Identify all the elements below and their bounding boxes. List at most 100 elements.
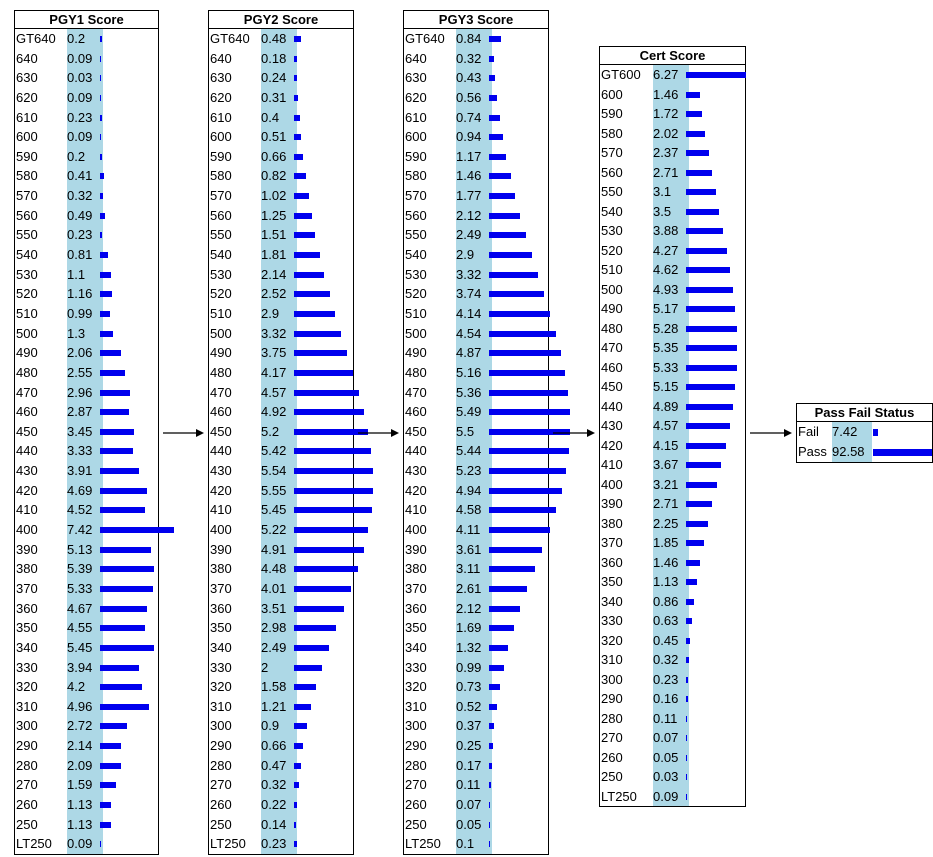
state-label: 460	[210, 404, 232, 420]
state-value: 0.47	[261, 757, 287, 773]
state-value: 3.61	[456, 541, 482, 557]
state-value: 0.32	[456, 50, 482, 66]
state-value: 4.54	[456, 325, 482, 341]
state-row: 440 3.33	[15, 441, 158, 461]
state-value: 0.14	[261, 816, 287, 832]
state-value: 5.23	[456, 463, 482, 479]
state-label: 400	[601, 476, 623, 492]
probability-bar	[294, 644, 329, 651]
state-row: 500 4.93	[600, 280, 745, 300]
node-pgy2-score[interactable]: PGY2 Score GT640 0.48 640 0.18 630 0.24 620 0.3…	[208, 10, 373, 855]
probability-bar	[100, 271, 111, 278]
probability-bar	[489, 389, 568, 396]
state-row: 380 2.25	[600, 514, 745, 534]
node-pass-fail-status[interactable]: Pass Fail Status Fail 7.42 Pass 92.58	[796, 403, 933, 463]
state-value: 0.18	[261, 50, 287, 66]
probability-bar	[489, 330, 556, 337]
state-row: 590 0.2	[15, 147, 158, 167]
state-label: 460	[601, 359, 623, 375]
probability-bar	[489, 723, 494, 730]
state-row: 370 5.33	[15, 579, 158, 599]
state-value: 0.56	[456, 89, 482, 105]
state-label: 380	[405, 561, 427, 577]
state-row: 280 0.47	[209, 756, 353, 776]
state-label: 500	[16, 325, 38, 341]
state-value: 4.92	[261, 404, 287, 420]
probability-bar	[294, 55, 297, 62]
state-row: 290 0.16	[600, 689, 745, 709]
state-row: 520 1.16	[15, 284, 158, 304]
state-value: 5.17	[653, 301, 679, 316]
state-row: 500 3.32	[209, 324, 353, 344]
state-label: 270	[405, 777, 427, 793]
node-cert-score[interactable]: Cert Score GT600 6.27 600 1.46 590 1.72 580 2.0…	[599, 46, 746, 807]
node-states: GT640 0.2 640 0.09 630 0.03 620 0.09 610 0.23 600 0…	[15, 29, 174, 854]
state-row: 270 0.07	[600, 728, 745, 748]
state-value: 3.21	[653, 476, 679, 492]
state-value: 2.25	[653, 515, 679, 531]
state-value: 0.23	[67, 227, 93, 243]
probability-bar	[686, 169, 712, 176]
probability-bar	[489, 684, 500, 691]
state-row: 420 4.15	[600, 436, 745, 456]
state-label: 250	[16, 816, 38, 832]
state-row: 630 0.24	[209, 68, 353, 88]
state-label: 590	[16, 148, 38, 164]
state-row: 480 5.16	[404, 363, 565, 383]
state-value: 2.71	[653, 496, 679, 511]
probability-bar	[489, 409, 570, 416]
state-row: 250 0.14	[209, 815, 353, 835]
state-label: 370	[405, 580, 427, 596]
value-band	[653, 65, 689, 806]
probability-bar	[100, 684, 142, 691]
probability-bar	[489, 664, 504, 671]
state-row: 520 3.74	[404, 284, 548, 304]
state-label: 600	[210, 129, 232, 145]
state-row: 500 1.3	[15, 324, 158, 344]
probability-bar	[100, 369, 125, 376]
probability-bar	[686, 208, 719, 215]
state-label: 640	[405, 50, 427, 66]
state-value: 2.49	[261, 639, 287, 655]
state-row: 450 5.15	[600, 377, 745, 397]
state-value: 2.12	[456, 600, 482, 616]
probability-bar	[489, 75, 495, 82]
state-value: 1.46	[653, 86, 679, 102]
state-row: 570 1.02	[209, 186, 353, 206]
probability-bar	[294, 428, 368, 435]
state-label: 420	[405, 482, 427, 498]
state-row: 560 0.49	[15, 206, 158, 226]
state-label: 480	[405, 364, 427, 380]
state-value: 0.03	[653, 769, 679, 784]
state-label: 320	[210, 679, 232, 695]
node-pgy3-score[interactable]: PGY3 Score GT640 0.84 640 0.32 630 0.43 620 0.5…	[403, 10, 570, 855]
state-row: 380 5.39	[15, 559, 158, 579]
node-pgy1-score[interactable]: PGY1 Score GT640 0.2 640 0.09 630 0.03 620 0.09…	[14, 10, 174, 855]
state-row: 310 0.52	[404, 697, 548, 717]
state-label: LT250	[601, 788, 637, 804]
state-label: 340	[210, 639, 232, 655]
state-label: 550	[210, 227, 232, 243]
probability-bar	[100, 330, 113, 337]
state-row: 610 0.23	[15, 108, 158, 128]
state-value: 4.14	[456, 305, 482, 321]
state-label: 350	[405, 620, 427, 636]
state-label: 590	[601, 106, 623, 121]
state-row: 510 4.14	[404, 304, 550, 324]
state-label: 420	[601, 437, 623, 453]
state-row: 460 2.87	[15, 402, 158, 422]
state-label: 470	[210, 384, 232, 400]
state-value: 2.12	[456, 207, 482, 223]
probability-bar	[489, 212, 520, 219]
state-value: 5.35	[653, 340, 679, 355]
state-value: 0.52	[456, 698, 482, 714]
state-value: 4.67	[67, 600, 93, 616]
state-value: 0.09	[67, 89, 93, 105]
probability-bar	[489, 762, 492, 769]
state-value: 2	[261, 659, 269, 675]
state-label: 440	[601, 398, 623, 414]
state-value: 0.9	[261, 718, 280, 734]
probability-bar	[686, 325, 737, 332]
probability-bar	[100, 134, 101, 141]
state-row: 260 0.07	[404, 795, 548, 815]
